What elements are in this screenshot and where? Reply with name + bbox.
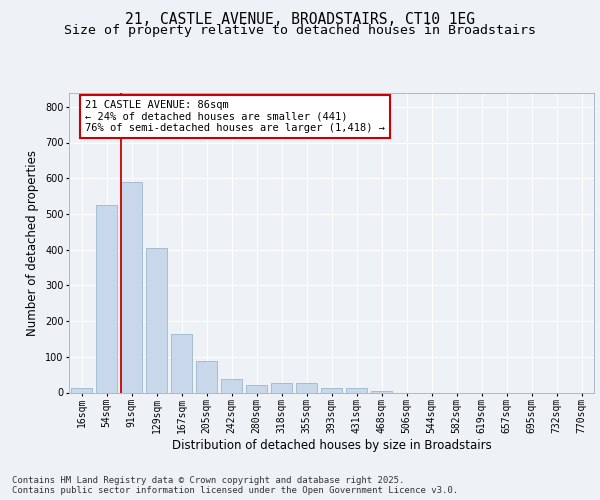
Bar xyxy=(196,361,217,392)
Text: 21, CASTLE AVENUE, BROADSTAIRS, CT10 1EG: 21, CASTLE AVENUE, BROADSTAIRS, CT10 1EG xyxy=(125,12,475,28)
Bar xyxy=(71,388,92,392)
Bar xyxy=(221,380,242,392)
Bar xyxy=(346,388,367,392)
Bar xyxy=(96,205,117,392)
Text: Contains HM Land Registry data © Crown copyright and database right 2025.
Contai: Contains HM Land Registry data © Crown c… xyxy=(12,476,458,495)
Y-axis label: Number of detached properties: Number of detached properties xyxy=(26,150,40,336)
X-axis label: Distribution of detached houses by size in Broadstairs: Distribution of detached houses by size … xyxy=(172,439,491,452)
Bar xyxy=(121,182,142,392)
Bar xyxy=(146,248,167,392)
Bar xyxy=(321,388,342,392)
Text: Size of property relative to detached houses in Broadstairs: Size of property relative to detached ho… xyxy=(64,24,536,37)
Bar xyxy=(171,334,192,392)
Text: 21 CASTLE AVENUE: 86sqm
← 24% of detached houses are smaller (441)
76% of semi-d: 21 CASTLE AVENUE: 86sqm ← 24% of detache… xyxy=(85,100,385,133)
Bar xyxy=(271,382,292,392)
Bar xyxy=(296,382,317,392)
Bar xyxy=(371,391,392,392)
Bar xyxy=(246,384,267,392)
